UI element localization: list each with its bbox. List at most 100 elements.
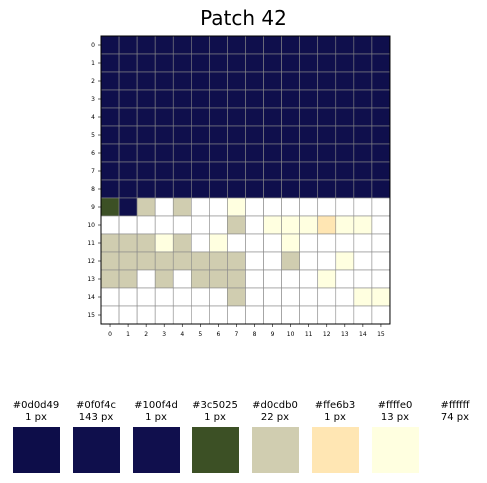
grid-cell <box>353 35 373 55</box>
grid-cell <box>172 305 192 325</box>
grid-cell <box>191 125 210 145</box>
x-tick-label: 8 <box>253 331 257 338</box>
swatch-box <box>372 427 419 473</box>
grid-cell <box>100 179 120 199</box>
grid-cell <box>118 197 138 217</box>
x-tick-label: 13 <box>341 331 349 338</box>
grid-cell <box>335 179 355 199</box>
grid-cell <box>191 35 210 55</box>
grid-cell <box>100 305 120 325</box>
grid-cell <box>317 125 337 145</box>
x-tick-label: 12 <box>323 331 331 338</box>
grid-cell <box>100 107 120 127</box>
grid-cell <box>317 161 337 181</box>
x-tick-label: 1 <box>126 331 130 338</box>
swatch-label: #ffffff 74 px <box>425 400 485 424</box>
grid-cell <box>136 269 156 289</box>
grid-cell <box>245 143 264 163</box>
grid-cell <box>118 71 138 91</box>
grid-cell <box>263 287 282 307</box>
grid-cell <box>263 125 282 145</box>
grid-cell <box>209 125 228 145</box>
grid-cell <box>154 197 174 217</box>
grid-border <box>100 35 391 325</box>
grid-cell <box>136 35 156 55</box>
y-tick-label: 1 <box>91 60 95 67</box>
grid-cell <box>245 215 264 235</box>
y-tick-label: 11 <box>87 240 95 247</box>
grid-cell <box>371 35 391 55</box>
grid-cell <box>299 161 319 181</box>
grid-cell <box>209 197 228 217</box>
grid-cell <box>136 107 156 127</box>
grid-cell <box>263 161 282 181</box>
grid-cell <box>317 35 337 55</box>
grid-cell <box>263 89 282 109</box>
swatch-hex: #ffffe0 <box>377 400 413 411</box>
swatch-box <box>312 427 359 473</box>
grid-cell <box>281 53 300 73</box>
grid-cell <box>154 215 174 235</box>
grid-cell <box>154 269 174 289</box>
grid-cell <box>136 125 156 145</box>
grid-cell <box>317 179 337 199</box>
grid-cell <box>371 179 391 199</box>
grid-cell <box>245 269 264 289</box>
grid-cell <box>118 305 138 325</box>
grid-cell <box>263 71 282 91</box>
grid-cell <box>317 107 337 127</box>
grid-cell <box>371 71 391 91</box>
grid-cell <box>371 107 391 127</box>
page-title: Patch 42 <box>200 6 287 30</box>
grid-cell <box>371 233 391 253</box>
grid-cell <box>317 305 337 325</box>
grid-cell <box>299 251 319 271</box>
grid-cell <box>118 287 138 307</box>
grid-cell <box>100 287 120 307</box>
x-tick-label: 14 <box>359 331 367 338</box>
grid-cell <box>172 215 192 235</box>
grid-cell <box>353 143 373 163</box>
grid-cell <box>335 53 355 73</box>
grid-cell <box>172 107 192 127</box>
grid-cell <box>209 233 228 253</box>
grid-cell <box>172 233 192 253</box>
grid-cell <box>317 71 337 91</box>
grid-cell <box>335 71 355 91</box>
grid-cell <box>172 197 192 217</box>
swatch-hex: #3c5025 <box>192 400 238 411</box>
grid-cell <box>154 179 174 199</box>
grid-cell <box>154 251 174 271</box>
grid-cell <box>317 143 337 163</box>
grid-cell <box>317 215 337 235</box>
grid-cell <box>353 179 373 199</box>
grid-cell <box>245 197 264 217</box>
grid-cell <box>136 233 156 253</box>
grid-cell <box>353 161 373 181</box>
swatch-label: #0d0d49 1 px <box>6 400 66 424</box>
grid-cell <box>191 287 210 307</box>
swatch-count: 74 px <box>440 412 470 423</box>
y-tick-label: 2 <box>91 78 95 85</box>
grid-cell <box>136 305 156 325</box>
swatch-box <box>252 427 299 473</box>
grid-cell <box>281 161 300 181</box>
grid-cell <box>335 269 355 289</box>
grid-cell <box>317 287 337 307</box>
grid-cell <box>100 197 120 217</box>
grid-cell <box>191 161 210 181</box>
grid-cell <box>172 143 192 163</box>
grid-cell <box>299 143 319 163</box>
y-tick-label: 10 <box>87 222 95 229</box>
grid-cell <box>317 197 337 217</box>
grid-cell <box>263 53 282 73</box>
swatch-label: #0f0f4c 143 px <box>66 400 126 424</box>
grid-cell <box>317 233 337 253</box>
grid-cell <box>335 287 355 307</box>
grid-cell <box>191 53 210 73</box>
grid-cell <box>299 179 319 199</box>
grid-cell <box>335 89 355 109</box>
grid-cell <box>335 107 355 127</box>
grid-cell <box>154 53 174 73</box>
grid-cell <box>118 125 138 145</box>
